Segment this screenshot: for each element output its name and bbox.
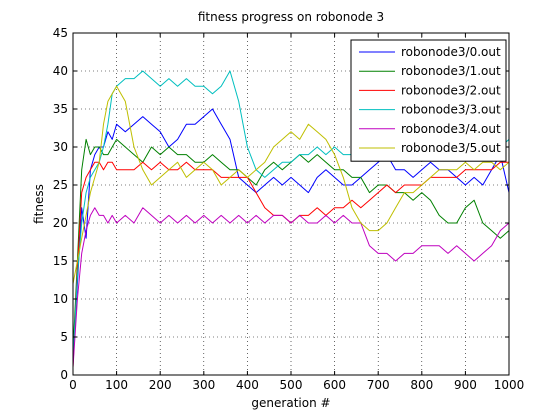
series-line-0 xyxy=(72,108,510,360)
legend-label: robonode3/3.out xyxy=(401,103,501,117)
ticks: 0 100 200 300 400 500 600 700 800 900 1000 0 5 10 15 20… xyxy=(53,26,525,392)
x-tick-label: 900 xyxy=(454,378,477,392)
x-tick-label: 600 xyxy=(323,378,346,392)
x-tick-label: 0 xyxy=(69,378,77,392)
x-axis-label: generation # xyxy=(251,396,330,410)
legend-label: robonode3/1.out xyxy=(401,64,501,78)
legend-label: robonode3/4.out xyxy=(401,122,501,136)
x-tick-label: 1000 xyxy=(494,378,525,392)
x-tick-label: 500 xyxy=(280,378,303,392)
y-tick-label: 40 xyxy=(53,64,68,78)
legend-label: robonode3/2.out xyxy=(401,83,501,97)
x-tick-label: 800 xyxy=(410,378,433,392)
x-tick-label: 300 xyxy=(192,378,215,392)
y-tick-label: 20 xyxy=(53,216,68,230)
series-line-1 xyxy=(72,138,510,353)
y-axis-label: fitness xyxy=(32,184,46,224)
y-tick-label: 35 xyxy=(53,102,68,116)
y-tick-label: 15 xyxy=(53,254,68,268)
legend-label: robonode3/0.out xyxy=(401,45,501,59)
x-tick-label: 400 xyxy=(236,378,259,392)
series-layer xyxy=(72,70,510,368)
y-tick-label: 5 xyxy=(60,330,68,344)
y-tick-label: 10 xyxy=(53,292,68,306)
series-line-4 xyxy=(72,207,510,368)
x-tick-label: 700 xyxy=(367,378,390,392)
y-tick-label: 25 xyxy=(53,178,68,192)
x-tick-label: 100 xyxy=(105,378,128,392)
x-tick-label: 200 xyxy=(149,378,172,392)
y-tick-label: 30 xyxy=(53,140,68,154)
y-tick-label: 45 xyxy=(53,26,68,40)
legend-box xyxy=(350,39,507,162)
series-line-5 xyxy=(72,85,510,284)
y-tick-label: 0 xyxy=(60,368,68,382)
chart-title: fitness progress on robonode 3 xyxy=(198,10,384,24)
legend: robonode3/0.out robonode3/1.out robonode3/… xyxy=(350,39,507,162)
legend-label: robonode3/5.out xyxy=(401,141,501,155)
